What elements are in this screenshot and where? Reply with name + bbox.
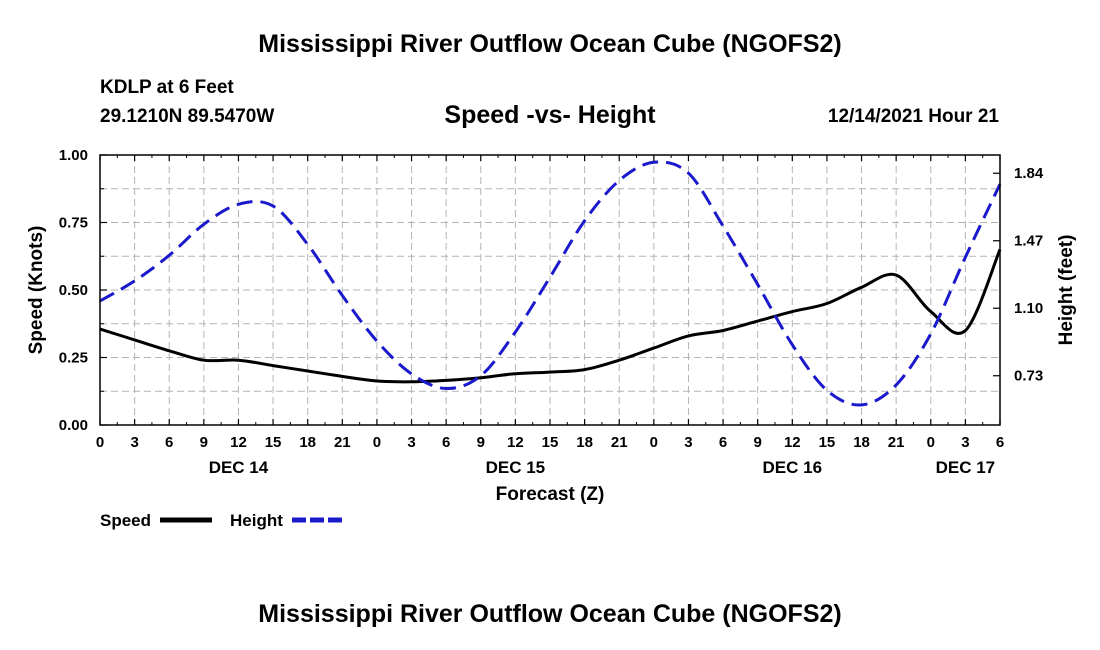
- x-tick-label: 12: [230, 434, 247, 451]
- axis-labels: 0 3 6 9 12 15 18 21 0 3 6 9 12 15 18 21 0 3 6 9 12 15 18 21 0 3 6 0…: [26, 147, 1077, 505]
- x-tick-label: 21: [611, 434, 628, 451]
- x-tick-label: 18: [576, 434, 593, 451]
- x-tick-label: 9: [200, 434, 208, 451]
- x-axis-title: Forecast (Z): [496, 484, 605, 505]
- y2-tick-label: 0.73: [1014, 368, 1043, 385]
- y-tick-label: 0.50: [59, 282, 88, 299]
- axis-ticks: [99, 154, 1001, 426]
- x-tick-label: 3: [407, 434, 415, 451]
- x-tick-label: 6: [442, 434, 450, 451]
- x-tick-label: 3: [684, 434, 692, 451]
- x-tick-label: 18: [299, 434, 316, 451]
- chart-subtitle: Speed -vs- Height: [444, 101, 656, 129]
- day-label: DEC 17: [936, 458, 996, 477]
- x-tick-label: 15: [265, 434, 282, 451]
- x-tick-label: 0: [927, 434, 935, 451]
- series-line-height: [99, 160, 1002, 407]
- y2-tick-label: 1.84: [1014, 165, 1044, 182]
- series-layer: [99, 160, 1002, 407]
- y-tick-label: 1.00: [59, 147, 88, 164]
- x-tick-label: 0: [373, 434, 381, 451]
- x-tick-label: 0: [96, 434, 104, 451]
- day-label: DEC 15: [486, 458, 546, 477]
- y-axis-title: Speed (Knots): [26, 226, 47, 355]
- legend: Speed Height: [100, 511, 344, 530]
- x-tick-label: 3: [961, 434, 969, 451]
- x-tick-label: 12: [507, 434, 524, 451]
- x-tick-label: 15: [542, 434, 559, 451]
- y-tick-label: 0.00: [59, 417, 88, 434]
- y2-axis-title: Height (feet): [1056, 235, 1077, 346]
- x-tick-label: 18: [853, 434, 870, 451]
- station-coordinates: 29.1210N 89.5470W: [100, 106, 275, 127]
- x-tick-label: 15: [819, 434, 836, 451]
- station-label: KDLP at 6 Feet: [100, 77, 234, 98]
- x-tick-label: 21: [334, 434, 351, 451]
- legend-label-height: Height: [230, 511, 283, 530]
- y-tick-label: 0.75: [59, 215, 88, 232]
- y2-tick-label: 1.10: [1014, 300, 1043, 317]
- y-tick-label: 0.25: [59, 350, 88, 367]
- x-tick-label: 6: [719, 434, 727, 451]
- x-tick-label: 0: [650, 434, 658, 451]
- x-tick-label: 6: [996, 434, 1004, 451]
- chart-title: Mississippi River Outflow Ocean Cube (NG…: [258, 30, 842, 58]
- forecast-datetime: 12/14/2021 Hour 21: [827, 106, 999, 127]
- x-tick-label: 21: [888, 434, 905, 451]
- series-line-speed: [99, 248, 1002, 384]
- x-tick-label: 6: [165, 434, 173, 451]
- x-tick-label: 9: [754, 434, 762, 451]
- x-tick-label: 3: [130, 434, 138, 451]
- y2-tick-label: 1.47: [1014, 233, 1043, 250]
- grid-lines: [100, 155, 1000, 425]
- day-label: DEC 14: [209, 458, 269, 477]
- legend-label-speed: Speed: [100, 511, 151, 530]
- x-tick-label: 9: [477, 434, 485, 451]
- x-tick-label: 12: [784, 434, 801, 451]
- day-label: DEC 16: [763, 458, 823, 477]
- footer-title: Mississippi River Outflow Ocean Cube (NG…: [258, 600, 842, 628]
